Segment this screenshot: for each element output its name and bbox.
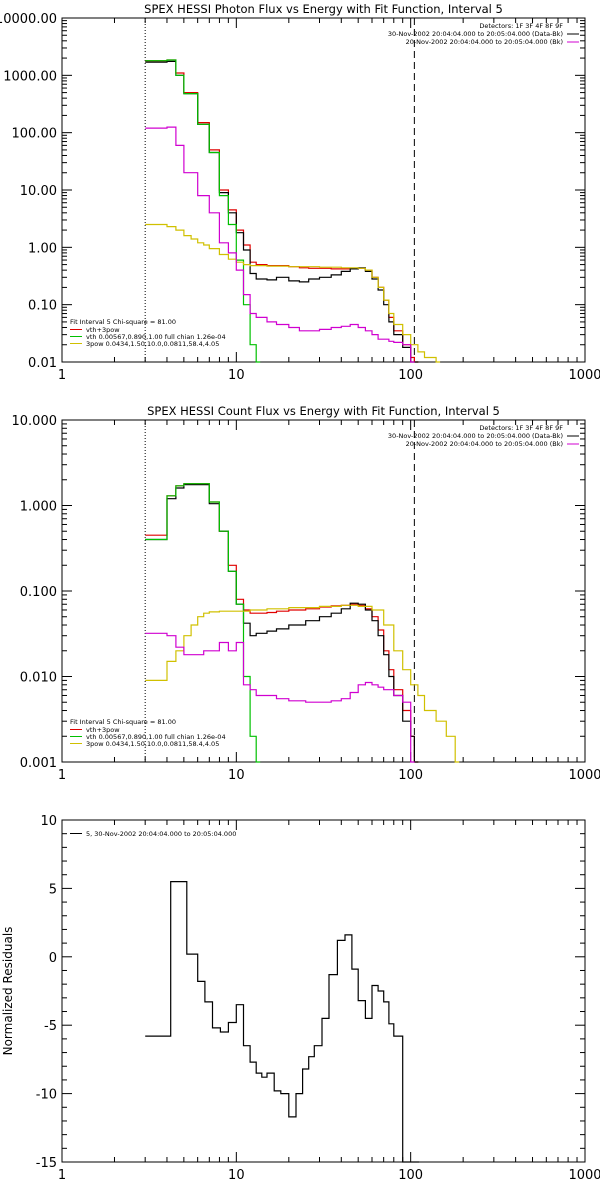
series-line-3	[145, 59, 261, 363]
x-tick-label: 1000	[568, 1168, 600, 1183]
x-tick-label: 10	[228, 768, 245, 783]
x-tick-label: 1000	[568, 368, 600, 383]
series-line-1	[145, 881, 420, 1163]
legend-title: Fit Interval 5 Chi-square = 81.00	[70, 318, 176, 326]
x-tick-label: 1	[58, 1168, 66, 1183]
legend-entry: vth 0.00567,0.890,1.00 full chian 1.26e-…	[86, 333, 226, 341]
series-line-2	[145, 484, 419, 763]
series-line-5	[145, 126, 415, 363]
series-line-3	[145, 483, 261, 763]
series-line-5	[145, 632, 415, 763]
y-tick-label: 10	[40, 814, 57, 829]
legend-entry: vth+3pow	[86, 726, 120, 734]
x-tick-label: 10	[228, 1168, 245, 1183]
y-tick-label: 5	[49, 882, 57, 897]
x-tick-label: 1000	[568, 768, 600, 783]
x-tick-label: 1	[58, 368, 66, 383]
y-tick-label: 1.00	[28, 241, 57, 256]
plot-frame	[61, 419, 586, 763]
header-text: Detectors: 1F 3F 4F 8F 9F	[479, 22, 563, 30]
y-tick-label: 0.100	[20, 585, 57, 600]
legend-entry: 3pow 0.0434,1.50,10.0,0.0811,58.4,4.05	[86, 740, 219, 748]
chart-panel-2: SPEX HESSI Count Flux vs Energy with Fit…	[12, 404, 600, 783]
y-tick-label: 0	[49, 951, 57, 966]
y-tick-label: 0.10	[28, 299, 57, 314]
legend-title: Fit Interval 5 Chi-square = 81.00	[70, 718, 176, 726]
y-tick-label: -10	[36, 1088, 57, 1103]
series-line-4	[145, 223, 441, 363]
plot-frame	[61, 17, 586, 363]
y-tick-label: 10.000	[12, 414, 58, 429]
chart-panel-3: 1 10 100 1000 -15 -10 -5 0 5 10 Normalized Residua…	[1, 814, 600, 1183]
header-text: 30-Nov-2002 20:04:04.000 to 20:05:04.000…	[388, 432, 563, 440]
legend-entry: vth+3pow	[86, 326, 120, 334]
series-line-1	[145, 483, 419, 763]
header-text: Detectors: 1F 3F 4F 8F 9F	[479, 424, 563, 432]
x-tick-label: 10	[228, 368, 245, 383]
series-line-4	[145, 604, 460, 763]
x-tick-label: 100	[398, 368, 423, 383]
header-text: 20-Nov-2002 20:04:04.000 to 20:05:04.000…	[406, 440, 563, 448]
series-line-2	[145, 60, 419, 363]
legend-entry: 5, 30-Nov-2002 20:04:04.000 to 20:05:04.…	[86, 830, 236, 838]
x-tick-label: 100	[398, 768, 423, 783]
header-text: 30-Nov-2002 20:04:04.000 to 20:05:04.000…	[388, 30, 563, 38]
legend-entry: 3pow 0.0434,1.50,10.0,0.0811,58.4,4.05	[86, 340, 219, 348]
plot-frame	[61, 819, 586, 1163]
y-tick-label: -5	[44, 1019, 57, 1034]
series-line-1	[145, 59, 419, 363]
x-tick-label: 1	[58, 768, 66, 783]
chart-panel-1: SPEX HESSI Photon Flux vs Energy with Fi…	[0, 2, 600, 383]
y-tick-label: 0.01	[28, 356, 57, 371]
x-tick-label: 100	[398, 1168, 423, 1183]
y-tick-label: 0.001	[20, 756, 57, 771]
chart-title: SPEX HESSI Count Flux vs Energy with Fit…	[147, 404, 500, 418]
y-tick-label: 0.010	[20, 671, 57, 686]
y-tick-label: 10.00	[20, 184, 57, 199]
y-tick-label: -15	[36, 1156, 57, 1171]
y-axis-label: Normalized Residuals	[1, 927, 15, 1056]
y-tick-label: 1000.00	[3, 69, 57, 84]
y-tick-label: 10000.00	[0, 12, 57, 27]
chart-title: SPEX HESSI Photon Flux vs Energy with Fi…	[144, 2, 503, 16]
y-tick-label: 1.000	[20, 500, 57, 515]
y-tick-label: 100.00	[12, 127, 58, 142]
header-text: 20-Nov-2002 20:04:04.000 to 20:05:04.000…	[406, 38, 563, 46]
legend-entry: vth 0.00567,0.890,1.00 full chian 1.26e-…	[86, 733, 226, 741]
